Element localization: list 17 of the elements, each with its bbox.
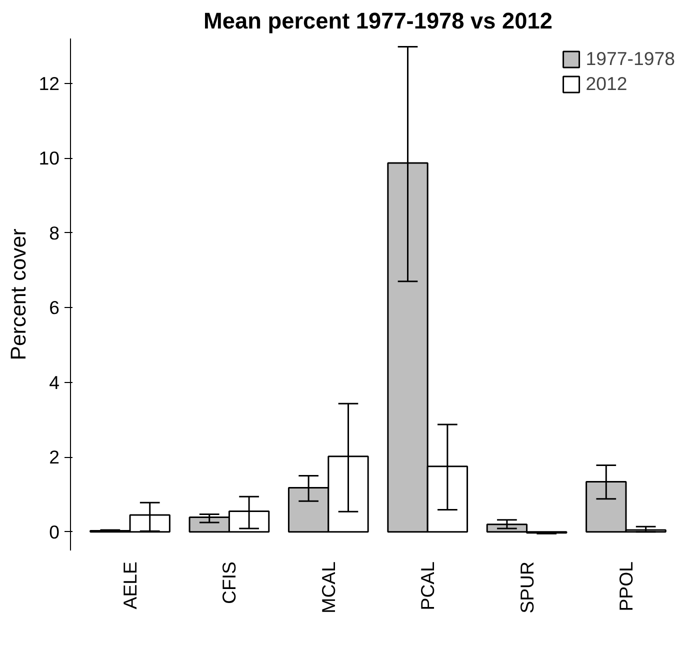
y-tick-label: 6 [49, 297, 60, 318]
legend-label: 1977-1978 [586, 48, 675, 70]
x-tick-label: MCAL [318, 561, 339, 614]
legend-label: 2012 [586, 73, 628, 95]
x-tick-label: AELE [120, 561, 141, 610]
y-tick-label: 8 [49, 222, 60, 244]
y-axis-title: Percent cover [6, 228, 31, 360]
x-tick-label: PPOL [615, 561, 636, 612]
y-tick-label: 10 [38, 148, 60, 169]
y-tick-label: 2 [49, 446, 60, 468]
x-tick-label: PCAL [417, 561, 438, 610]
y-tick-label: 12 [38, 72, 60, 94]
x-tick-label: CFIS [218, 561, 240, 604]
x-tick-label: SPUR [516, 561, 538, 614]
chart-title: Mean percent 1977-1978 vs 2012 [204, 8, 552, 34]
y-tick-label: 0 [49, 521, 60, 542]
y-tick-label: 4 [49, 372, 60, 393]
